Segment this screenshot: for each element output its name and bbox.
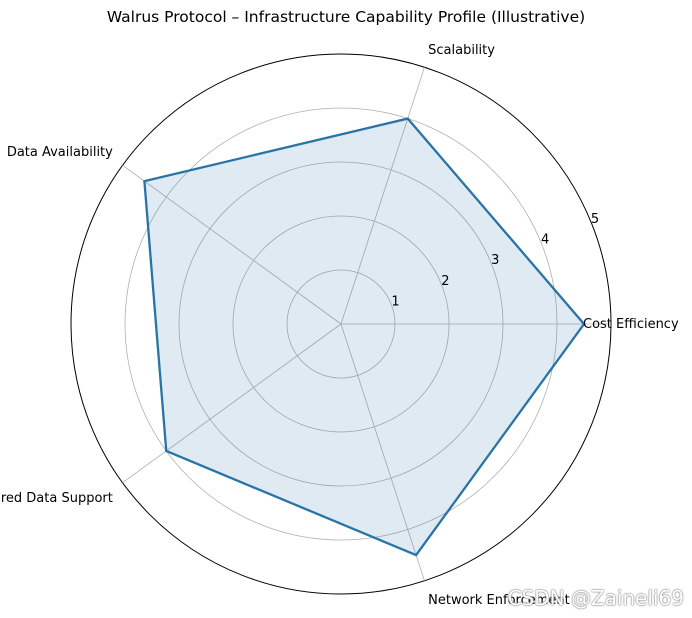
chart-title: Walrus Protocol – Infrastructure Capabil… — [106, 8, 586, 26]
radar-series — [143, 117, 586, 557]
category-label: Unstructured Data Support — [0, 491, 113, 506]
axis-spoke-3 — [122, 164, 342, 325]
radial-tick-label: 4 — [541, 232, 549, 247]
category-label: Cost Efficiency — [583, 317, 679, 332]
radial-tick-label: 3 — [491, 253, 499, 268]
axis-spoke-5 — [340, 323, 425, 581]
radial-tick-label: 5 — [591, 212, 599, 227]
radar-labels: 1 2 3 4 5 Cost Efficiency Scalability Data Avai… — [0, 43, 679, 608]
axis-spoke-2 — [340, 67, 425, 325]
category-label: Network Enforcement — [428, 593, 570, 608]
category-label: Data Availability — [7, 145, 113, 160]
radial-tick-label: 2 — [441, 274, 449, 289]
series-fill — [144, 118, 584, 556]
axis-spoke-4 — [122, 323, 342, 484]
category-label: Scalability — [428, 43, 495, 58]
watermark: CSDN @Zaineli69 — [507, 586, 684, 610]
radial-tick-label: 1 — [391, 294, 399, 309]
radar-axes — [122, 67, 611, 581]
series-line — [143, 117, 586, 557]
